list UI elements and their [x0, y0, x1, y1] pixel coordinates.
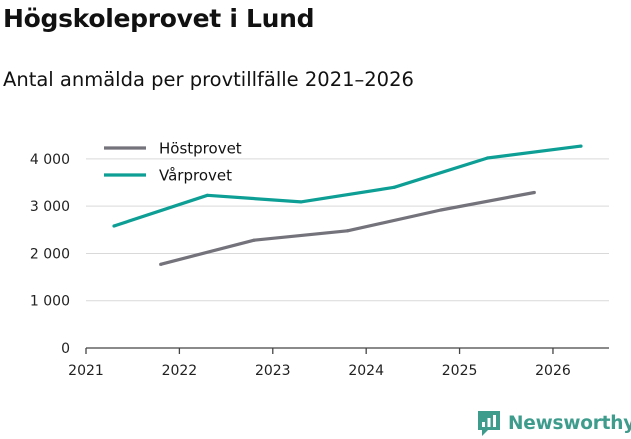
- x-tick-label: 2024: [348, 363, 384, 379]
- axes: 0 1 000 2 000 3 000 4 000 2021 2022 2023 2024 202…: [30, 152, 609, 379]
- brand-name: Newsworthy: [508, 412, 631, 434]
- y-tick-label: 0: [61, 341, 70, 357]
- chart-subtitle: Antal anmälda per provtillfälle 2021–202…: [3, 68, 414, 91]
- y-tick-label: 2 000: [30, 246, 70, 262]
- chart-title: Högskoleprovet i Lund: [3, 4, 315, 33]
- y-tick-label: 3 000: [30, 199, 70, 215]
- newsworthy-logo-icon: [478, 411, 500, 436]
- x-tick-label: 2025: [442, 363, 478, 379]
- series-line-varprovet: [113, 144, 582, 228]
- data-point: [299, 200, 303, 204]
- y-tick-label: 1 000: [30, 294, 70, 310]
- legend-label: Höstprovet: [159, 140, 242, 158]
- x-tick-label: 2021: [68, 363, 104, 379]
- data-point: [252, 238, 256, 242]
- data-point: [392, 185, 396, 189]
- series-lines: [112, 144, 583, 266]
- data-point: [345, 229, 350, 233]
- x-tick-label: 2022: [162, 363, 198, 379]
- data-point: [532, 190, 536, 195]
- x-tick-label: 2026: [535, 363, 571, 379]
- data-point: [159, 262, 163, 266]
- data-point: [112, 224, 116, 228]
- data-point: [439, 208, 443, 212]
- legend-label: Vårprovet: [159, 167, 232, 185]
- newsworthy-brand: Newsworthy: [476, 408, 631, 438]
- data-point: [579, 144, 583, 148]
- data-point: [205, 193, 210, 197]
- x-tick-label: 2023: [255, 363, 291, 379]
- y-tick-label: 4 000: [30, 152, 70, 168]
- data-point: [485, 156, 490, 160]
- legend: Höstprovet Vårprovet: [104, 140, 242, 185]
